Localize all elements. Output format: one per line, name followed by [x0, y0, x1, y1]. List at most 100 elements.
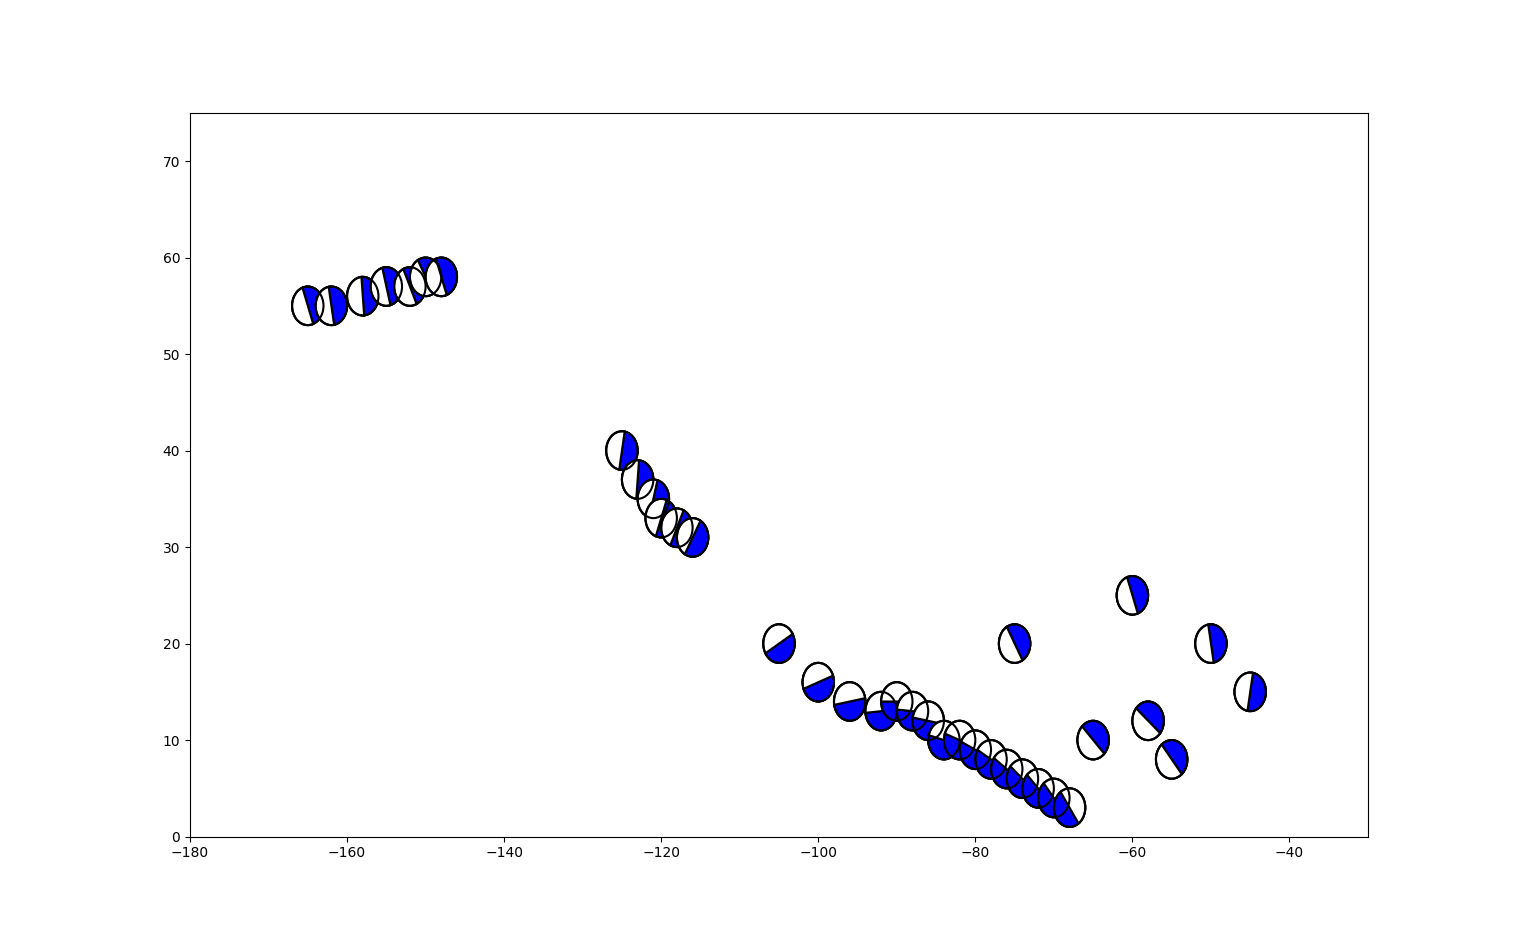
Wedge shape — [426, 258, 447, 296]
Wedge shape — [1117, 577, 1138, 615]
Wedge shape — [436, 258, 458, 295]
Circle shape — [929, 721, 959, 760]
Wedge shape — [1082, 721, 1110, 754]
Circle shape — [638, 479, 669, 518]
Wedge shape — [1006, 624, 1031, 660]
Circle shape — [347, 277, 378, 316]
Wedge shape — [897, 710, 929, 730]
Wedge shape — [302, 287, 324, 324]
Wedge shape — [994, 750, 1023, 780]
Wedge shape — [619, 431, 637, 470]
Wedge shape — [1248, 673, 1266, 712]
Wedge shape — [410, 260, 433, 296]
Wedge shape — [676, 518, 701, 555]
Circle shape — [897, 692, 929, 730]
Circle shape — [944, 721, 976, 760]
Wedge shape — [403, 267, 426, 304]
Wedge shape — [804, 676, 834, 701]
Circle shape — [1195, 624, 1227, 663]
Wedge shape — [328, 287, 347, 325]
Wedge shape — [1061, 789, 1085, 823]
Wedge shape — [1006, 766, 1035, 798]
Wedge shape — [371, 268, 391, 306]
Wedge shape — [834, 698, 865, 721]
Wedge shape — [1038, 783, 1064, 817]
Circle shape — [959, 730, 991, 769]
Wedge shape — [929, 721, 959, 745]
Wedge shape — [959, 742, 990, 769]
Wedge shape — [316, 287, 334, 325]
Wedge shape — [622, 461, 638, 499]
Circle shape — [371, 267, 403, 306]
Circle shape — [763, 624, 795, 663]
Wedge shape — [1157, 744, 1181, 778]
Wedge shape — [1161, 740, 1187, 775]
Circle shape — [1038, 778, 1070, 817]
Wedge shape — [1053, 791, 1079, 827]
Circle shape — [991, 750, 1023, 789]
Wedge shape — [638, 479, 658, 518]
Wedge shape — [418, 258, 441, 293]
Wedge shape — [763, 624, 792, 653]
Wedge shape — [977, 740, 1006, 769]
Wedge shape — [670, 510, 693, 547]
Circle shape — [410, 258, 441, 296]
Circle shape — [1078, 721, 1110, 760]
Wedge shape — [912, 717, 944, 740]
Wedge shape — [944, 733, 974, 760]
Wedge shape — [686, 521, 708, 556]
Wedge shape — [655, 500, 676, 538]
Circle shape — [1006, 760, 1038, 798]
Wedge shape — [991, 758, 1020, 789]
Wedge shape — [661, 509, 684, 545]
Circle shape — [1117, 576, 1148, 615]
Wedge shape — [1011, 760, 1038, 791]
Circle shape — [834, 682, 865, 721]
Wedge shape — [912, 701, 944, 724]
Wedge shape — [1132, 709, 1160, 740]
Wedge shape — [382, 267, 401, 306]
Circle shape — [676, 518, 708, 556]
Circle shape — [292, 287, 324, 325]
Wedge shape — [976, 750, 1005, 778]
Wedge shape — [882, 701, 912, 721]
Wedge shape — [649, 480, 669, 518]
Wedge shape — [882, 682, 912, 701]
Wedge shape — [999, 627, 1023, 663]
Wedge shape — [606, 431, 625, 470]
Wedge shape — [1078, 727, 1104, 760]
Circle shape — [1023, 769, 1053, 807]
Wedge shape — [1126, 576, 1148, 614]
Circle shape — [1132, 701, 1164, 740]
Circle shape — [622, 461, 654, 499]
Wedge shape — [766, 634, 795, 663]
Circle shape — [865, 692, 897, 730]
Circle shape — [999, 624, 1031, 663]
Wedge shape — [362, 277, 378, 316]
Circle shape — [912, 701, 944, 740]
Wedge shape — [1135, 701, 1164, 733]
Circle shape — [1155, 740, 1187, 778]
Wedge shape — [292, 288, 313, 325]
Wedge shape — [929, 735, 959, 760]
Wedge shape — [1234, 672, 1252, 711]
Wedge shape — [637, 461, 654, 499]
Circle shape — [803, 663, 834, 701]
Wedge shape — [803, 663, 833, 689]
Circle shape — [316, 287, 347, 325]
Wedge shape — [865, 692, 897, 713]
Wedge shape — [347, 277, 365, 316]
Circle shape — [1053, 789, 1085, 827]
Circle shape — [426, 258, 458, 296]
Circle shape — [882, 682, 912, 721]
Wedge shape — [865, 710, 897, 730]
Wedge shape — [394, 269, 416, 306]
Wedge shape — [1044, 778, 1070, 813]
Circle shape — [646, 499, 676, 538]
Wedge shape — [961, 730, 991, 758]
Circle shape — [394, 267, 426, 306]
Circle shape — [1234, 672, 1266, 712]
Wedge shape — [945, 721, 976, 746]
Wedge shape — [646, 499, 667, 536]
Wedge shape — [1208, 624, 1227, 663]
